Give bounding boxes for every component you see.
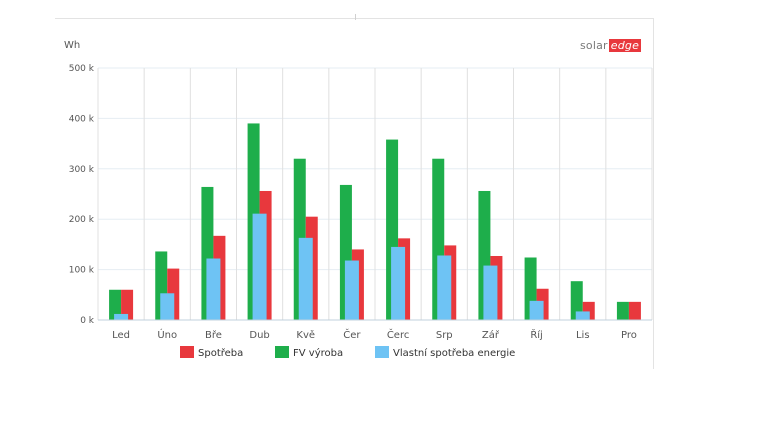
bar-vlastni-spotreba (252, 213, 267, 320)
bar-spotreba (121, 289, 134, 320)
logo-mark: edge (608, 39, 642, 52)
bar-vlastni-spotreba (298, 237, 313, 320)
x-tick-label: Kvě (296, 329, 315, 341)
x-tick-label: Zář (482, 329, 500, 341)
bar-spotreba (628, 301, 641, 320)
x-tick-label: Bře (205, 329, 222, 341)
y-axis-label: Wh (64, 40, 80, 51)
x-tick-label: Říj (530, 328, 543, 341)
x-tick-label: Úno (157, 328, 177, 341)
x-tick-label: Led (112, 330, 130, 341)
y-tick-label: 300 k (69, 165, 95, 175)
y-tick-label: 200 k (69, 215, 95, 225)
y-tick-label: 0 k (80, 316, 95, 326)
legend: Spotřeba FV výroba Vlastní spotřeba energi… (180, 346, 515, 359)
bars-layer (109, 123, 641, 320)
top-divider-tick (355, 14, 356, 20)
y-tick-label: 400 k (69, 114, 95, 124)
axis-layer: 0 k 100 k 200 k 300 k 400 k 500 k Led Úno Bře Dub… (69, 64, 652, 341)
legend-label: Spotřeba (198, 347, 243, 359)
y-tick-label: 100 k (69, 266, 95, 276)
legend-label: FV výroba (293, 347, 343, 359)
x-tick-label: Lis (576, 330, 590, 341)
bar-fv-vyroba (109, 289, 122, 320)
x-tick-label: Čer (343, 328, 361, 341)
bar-vlastni-spotreba (160, 293, 175, 320)
logo-text: solar (580, 39, 608, 52)
legend-swatch (275, 346, 289, 358)
bar-vlastni-spotreba (391, 246, 406, 320)
legend-swatch (180, 346, 194, 358)
x-tick-label: Dub (249, 330, 269, 341)
bar-vlastni-spotreba (206, 258, 221, 320)
solaredge-logo: solar edge (580, 39, 642, 52)
bar-fv-vyroba (570, 281, 583, 320)
bar-vlastni-spotreba (575, 311, 590, 320)
bar-vlastni-spotreba (344, 260, 359, 320)
legend-swatch (375, 346, 389, 358)
x-tick-label: Srp (436, 330, 453, 341)
bar-vlastni-spotreba (483, 265, 498, 320)
bar-fv-vyroba (616, 301, 629, 320)
legend-label: Vlastní spotřeba energie (393, 347, 515, 359)
bar-vlastni-spotreba (114, 313, 129, 320)
y-tick-label: 500 k (69, 64, 95, 74)
bar-vlastni-spotreba (437, 255, 452, 320)
x-tick-label: Pro (621, 330, 637, 341)
x-tick-label: Čerc (387, 328, 410, 341)
bar-vlastni-spotreba (529, 300, 544, 320)
vertical-grid-layer (97, 68, 653, 320)
